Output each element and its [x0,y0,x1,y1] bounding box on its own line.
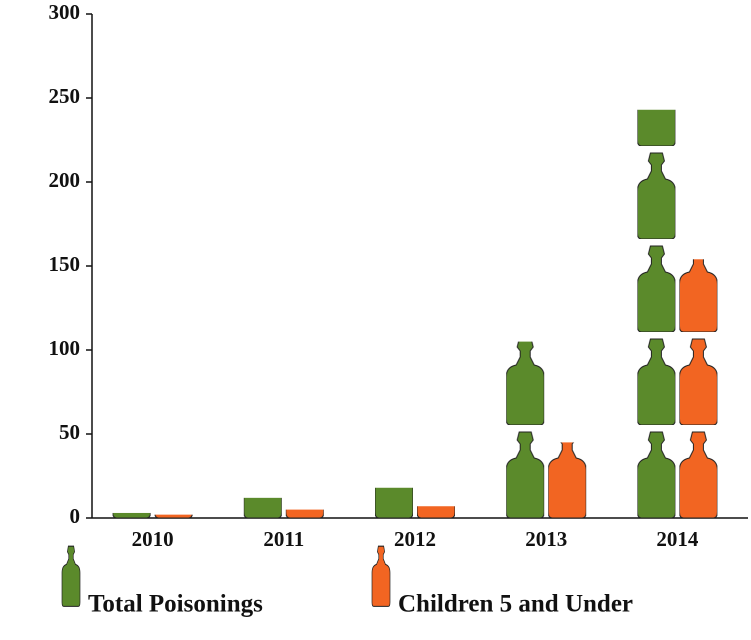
bar [244,498,282,518]
x-tick-label: 2010 [132,527,174,551]
bar [375,488,413,518]
y-tick-label: 50 [59,420,80,444]
chart: 0 50 100 150 200 250 300 2010 2011 2012 2013 2014 To… [0,0,751,635]
y-tick-label: 100 [49,336,81,360]
x-tick-label: 2011 [263,527,304,551]
y-tick-label: 250 [49,84,81,108]
bar [113,513,151,518]
y-tick-label: 0 [70,504,81,528]
bar [286,510,324,518]
y-tick-label: 300 [49,0,81,24]
bar [155,515,193,518]
bar [417,506,455,518]
x-tick-label: 2012 [394,527,436,551]
legend-icon [62,546,80,606]
bar [506,342,544,518]
legend-icon [372,546,390,606]
legend-label: Children 5 and Under [398,591,633,618]
x-tick-label: 2013 [525,527,567,551]
bar [637,110,675,518]
bar [679,259,717,518]
legend-label: Total Poisonings [88,591,263,618]
y-tick-label: 200 [49,168,81,192]
bar [548,442,586,518]
y-tick-label: 150 [49,252,81,276]
x-tick-label: 2014 [656,527,699,551]
